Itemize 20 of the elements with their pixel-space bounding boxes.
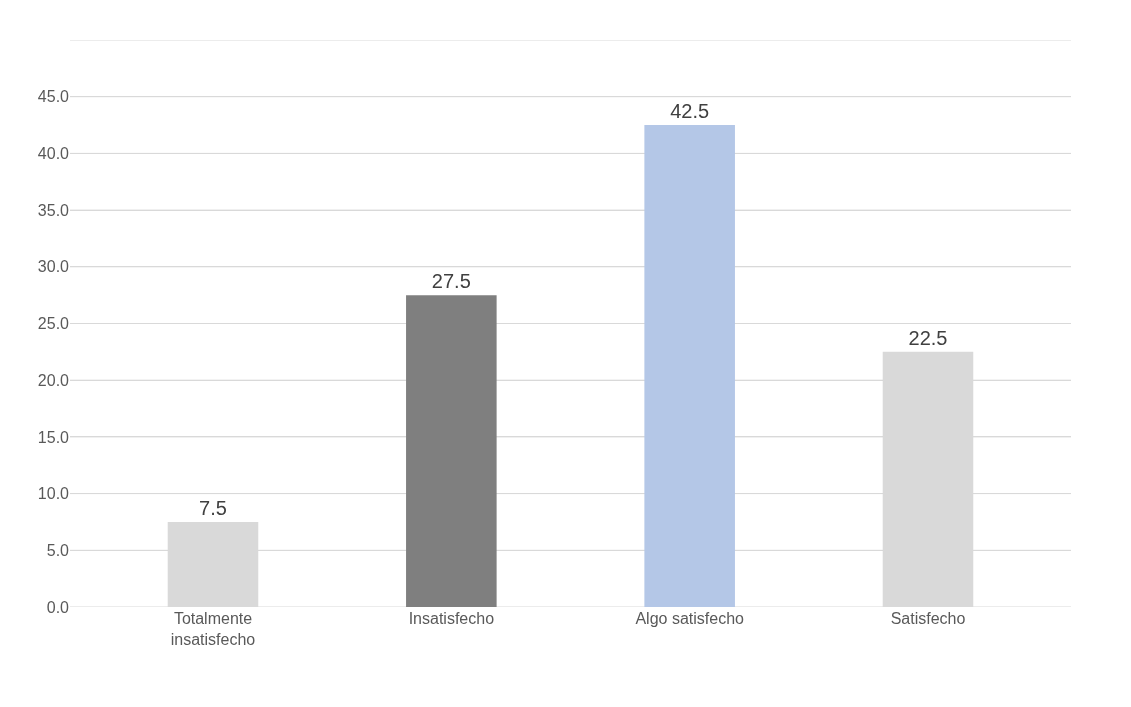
y-tick-label: 35.0 [37, 201, 70, 219]
data-label: 42.5 [670, 100, 710, 123]
bar [644, 125, 735, 607]
y-tick-label: 5.0 [46, 541, 70, 559]
y-tick-label: 10.0 [37, 485, 70, 503]
y-tick-label: 25.0 [37, 315, 70, 333]
x-tick-label: Totalmente insatisfecho [170, 610, 256, 648]
x-tick-label: Satisfecho [890, 610, 966, 627]
x-tick-label: Algo satisfecho [635, 610, 745, 627]
x-tick-label: Insatisfecho [408, 610, 495, 627]
data-label: 22.5 [908, 326, 948, 349]
y-tick-label: 0.0 [46, 598, 70, 616]
y-tick-label: 45.0 [37, 88, 70, 106]
y-tick-label: 40.0 [37, 145, 70, 162]
y-tick-label: 15.0 [37, 428, 70, 446]
y-tick-label: 20.0 [37, 371, 70, 389]
bar [406, 295, 497, 607]
data-label: 7.5 [199, 496, 227, 519]
y-tick-label: 30.0 [37, 258, 70, 276]
data-label: 27.5 [431, 270, 471, 293]
